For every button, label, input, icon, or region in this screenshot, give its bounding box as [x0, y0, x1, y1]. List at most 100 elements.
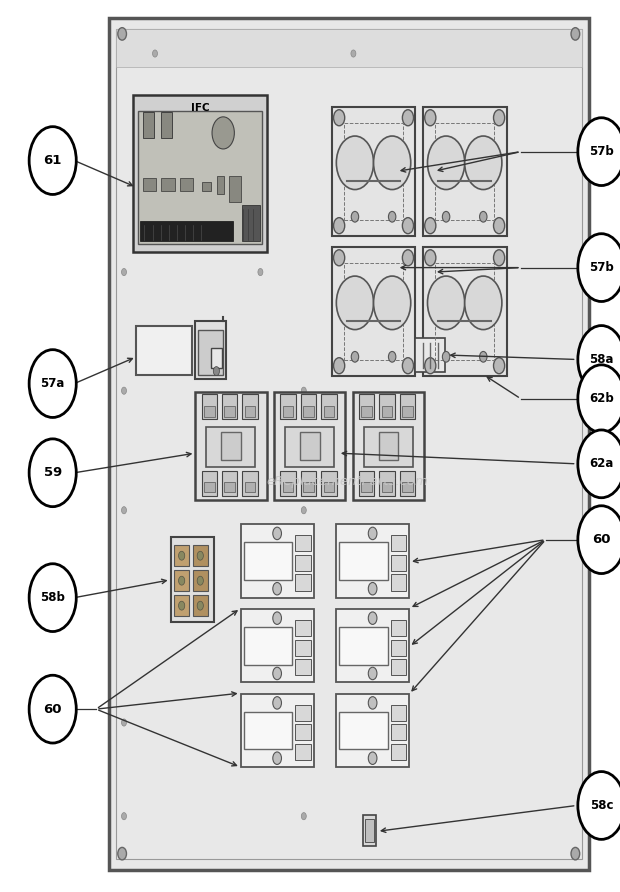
Circle shape — [368, 752, 377, 764]
FancyBboxPatch shape — [136, 326, 192, 375]
FancyBboxPatch shape — [321, 394, 337, 419]
FancyBboxPatch shape — [415, 338, 445, 372]
FancyBboxPatch shape — [283, 482, 293, 492]
Circle shape — [334, 110, 345, 126]
FancyBboxPatch shape — [359, 471, 374, 496]
FancyBboxPatch shape — [229, 176, 241, 202]
FancyBboxPatch shape — [321, 471, 337, 496]
FancyBboxPatch shape — [339, 712, 388, 749]
FancyBboxPatch shape — [353, 392, 424, 500]
FancyBboxPatch shape — [245, 482, 255, 492]
FancyBboxPatch shape — [336, 524, 409, 598]
FancyBboxPatch shape — [242, 394, 258, 419]
FancyBboxPatch shape — [391, 705, 406, 721]
FancyBboxPatch shape — [193, 545, 208, 566]
FancyBboxPatch shape — [140, 221, 233, 241]
FancyBboxPatch shape — [245, 406, 255, 417]
FancyBboxPatch shape — [241, 609, 314, 682]
Circle shape — [494, 218, 505, 234]
Circle shape — [368, 612, 377, 624]
Circle shape — [334, 218, 345, 234]
FancyBboxPatch shape — [400, 471, 415, 496]
Text: IFC: IFC — [190, 103, 210, 112]
FancyBboxPatch shape — [222, 471, 237, 496]
FancyBboxPatch shape — [391, 744, 406, 760]
Circle shape — [336, 136, 373, 189]
FancyBboxPatch shape — [303, 482, 314, 492]
FancyBboxPatch shape — [391, 620, 406, 636]
FancyBboxPatch shape — [170, 537, 214, 622]
FancyBboxPatch shape — [202, 394, 217, 419]
FancyBboxPatch shape — [295, 744, 311, 760]
Text: 59: 59 — [43, 467, 62, 479]
Circle shape — [334, 358, 345, 374]
Text: eReplacementParts.com: eReplacementParts.com — [266, 475, 428, 488]
Circle shape — [494, 110, 505, 126]
Circle shape — [29, 439, 76, 507]
FancyBboxPatch shape — [391, 555, 406, 571]
Circle shape — [122, 719, 126, 726]
FancyBboxPatch shape — [244, 542, 292, 580]
FancyBboxPatch shape — [295, 574, 311, 591]
Circle shape — [425, 358, 436, 374]
Circle shape — [301, 387, 306, 394]
FancyBboxPatch shape — [193, 570, 208, 591]
FancyBboxPatch shape — [378, 432, 398, 460]
FancyBboxPatch shape — [224, 406, 235, 417]
Circle shape — [443, 211, 450, 222]
FancyBboxPatch shape — [244, 712, 292, 749]
Text: 62a: 62a — [589, 458, 614, 470]
FancyBboxPatch shape — [283, 406, 293, 417]
FancyBboxPatch shape — [295, 535, 311, 551]
FancyBboxPatch shape — [332, 107, 415, 236]
Text: 57b: 57b — [589, 145, 614, 158]
FancyBboxPatch shape — [365, 819, 374, 842]
FancyBboxPatch shape — [217, 176, 224, 194]
Text: 57b: 57b — [589, 261, 614, 274]
Circle shape — [179, 601, 185, 610]
FancyBboxPatch shape — [222, 394, 237, 419]
FancyBboxPatch shape — [174, 570, 189, 591]
Circle shape — [29, 127, 76, 194]
FancyBboxPatch shape — [303, 406, 314, 417]
FancyBboxPatch shape — [339, 627, 388, 665]
Circle shape — [273, 612, 281, 624]
FancyBboxPatch shape — [364, 427, 413, 467]
FancyBboxPatch shape — [402, 406, 413, 417]
Circle shape — [273, 697, 281, 709]
FancyBboxPatch shape — [324, 406, 334, 417]
FancyBboxPatch shape — [174, 545, 189, 566]
FancyBboxPatch shape — [339, 542, 388, 580]
FancyBboxPatch shape — [138, 111, 262, 244]
Circle shape — [29, 675, 76, 743]
FancyBboxPatch shape — [198, 330, 223, 375]
Circle shape — [122, 387, 126, 394]
Circle shape — [118, 847, 126, 860]
FancyBboxPatch shape — [174, 595, 189, 616]
Text: 60: 60 — [592, 533, 611, 546]
Circle shape — [571, 28, 580, 40]
FancyBboxPatch shape — [285, 427, 334, 467]
Circle shape — [402, 250, 414, 266]
FancyBboxPatch shape — [423, 247, 507, 376]
FancyBboxPatch shape — [295, 640, 311, 656]
Circle shape — [402, 218, 414, 234]
Circle shape — [443, 351, 450, 362]
FancyBboxPatch shape — [382, 406, 392, 417]
Circle shape — [578, 234, 620, 301]
Circle shape — [578, 118, 620, 186]
Circle shape — [425, 110, 436, 126]
FancyBboxPatch shape — [391, 574, 406, 591]
Circle shape — [273, 527, 281, 540]
Circle shape — [273, 752, 281, 764]
Circle shape — [402, 110, 414, 126]
FancyBboxPatch shape — [280, 394, 296, 419]
FancyBboxPatch shape — [204, 482, 215, 492]
FancyBboxPatch shape — [116, 29, 582, 67]
Circle shape — [571, 847, 580, 860]
FancyBboxPatch shape — [295, 620, 311, 636]
Circle shape — [197, 576, 203, 585]
Circle shape — [373, 136, 411, 189]
Circle shape — [368, 697, 377, 709]
FancyBboxPatch shape — [336, 609, 409, 682]
